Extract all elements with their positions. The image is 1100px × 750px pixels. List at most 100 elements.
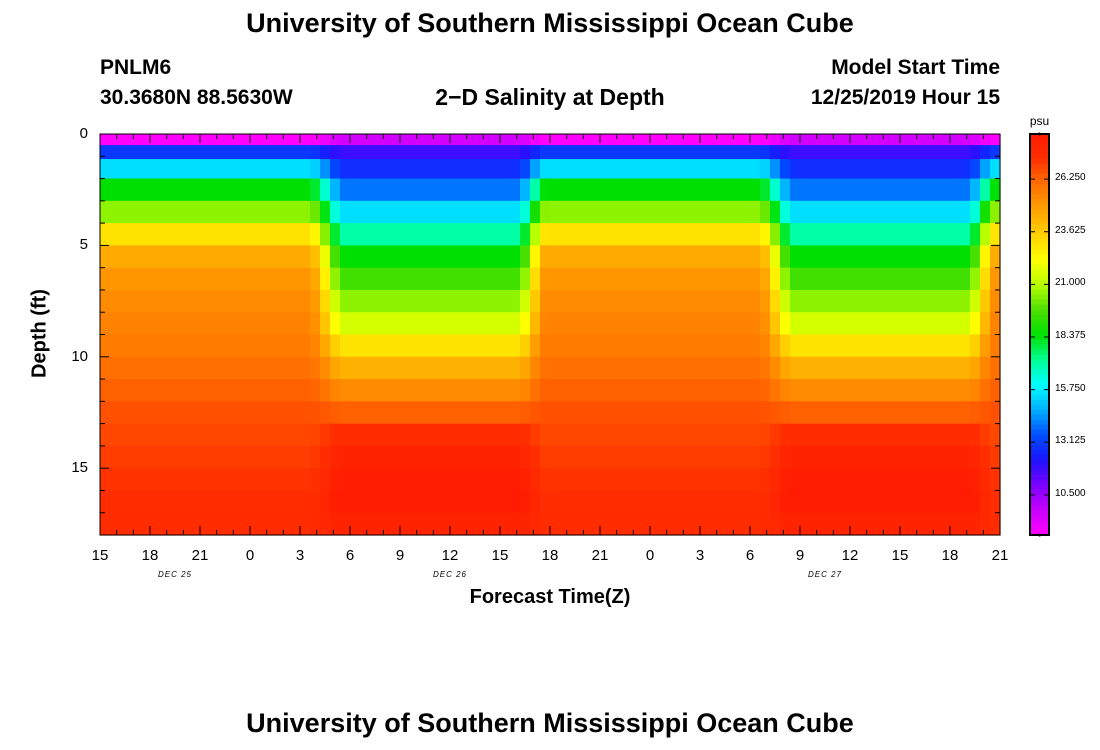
colorbar-cell — [1030, 199, 1049, 205]
heatmap-cell — [930, 145, 941, 160]
heatmap-cell — [830, 423, 841, 447]
heatmap-cell — [110, 334, 121, 358]
heatmap-cell — [720, 159, 731, 180]
heatmap-cell — [140, 223, 151, 246]
heatmap-cell — [890, 401, 901, 425]
heatmap-cell — [150, 490, 161, 514]
heatmap-cell — [210, 490, 221, 514]
heatmap-cell — [980, 159, 991, 180]
heatmap-cell — [320, 200, 331, 224]
heatmap-cell — [680, 423, 691, 447]
heatmap-cell — [230, 200, 241, 224]
heatmap-cell — [920, 445, 931, 469]
heatmap-cell — [540, 312, 551, 336]
heatmap-cell — [960, 223, 971, 246]
heatmap-cell — [560, 334, 571, 358]
heatmap-cell — [320, 379, 331, 402]
heatmap-cell — [900, 379, 911, 402]
heatmap-cell — [910, 468, 921, 492]
heatmap-cell — [810, 223, 821, 246]
heatmap-cell — [150, 200, 161, 224]
heatmap-cell — [410, 334, 421, 358]
heatmap-cell — [980, 312, 991, 336]
heatmap-cell — [550, 512, 561, 536]
heatmap-cell — [310, 468, 321, 492]
heatmap-cell — [840, 245, 851, 269]
heatmap-cell — [270, 223, 281, 246]
heatmap-cell — [550, 468, 561, 492]
heatmap-cell — [980, 200, 991, 224]
heatmap-cell — [240, 200, 251, 224]
heatmap-cell — [180, 356, 191, 380]
heatmap-cell — [370, 289, 381, 313]
heatmap-cell — [690, 379, 701, 402]
heatmap-cell — [610, 468, 621, 492]
heatmap-cell — [920, 468, 931, 492]
heatmap-cell — [900, 334, 911, 358]
colorbar-cell — [1030, 144, 1049, 150]
colorbar-tick-label: 21.000 — [1055, 277, 1086, 289]
heatmap-cell — [640, 223, 651, 246]
heatmap-cell — [440, 423, 451, 447]
heatmap-cell — [270, 267, 281, 291]
heatmap-cell — [640, 145, 651, 160]
heatmap-cell — [580, 223, 591, 246]
colorbar-cell — [1030, 339, 1049, 346]
heatmap-cell — [260, 200, 271, 224]
heatmap-cell — [500, 356, 511, 380]
heatmap-cell — [800, 200, 811, 224]
x-tick-label: 3 — [295, 547, 305, 564]
heatmap-cell — [840, 512, 851, 536]
heatmap-cell — [920, 334, 931, 358]
heatmap-cell — [130, 356, 141, 380]
heatmap-cell — [240, 356, 251, 380]
station-id: PNLM6 — [100, 56, 172, 79]
heatmap-cell — [750, 145, 761, 160]
heatmap-cell — [330, 312, 341, 336]
colorbar-cell — [1030, 369, 1049, 376]
heatmap-cell — [600, 200, 611, 224]
heatmap-cell — [670, 356, 681, 380]
heatmap-cell — [470, 289, 481, 313]
heatmap-cell — [250, 512, 261, 536]
heatmap-cell — [930, 401, 941, 425]
heatmap-cell — [910, 356, 921, 380]
heatmap-cell — [950, 159, 961, 180]
heatmap-cell — [210, 468, 221, 492]
heatmap-cell — [930, 334, 941, 358]
heatmap-cell — [460, 512, 471, 536]
colorbar-cell — [1030, 519, 1049, 526]
colorbar-cell — [1030, 254, 1049, 260]
heatmap-cell — [100, 468, 111, 492]
heatmap-cell — [760, 159, 771, 180]
heatmap-cell — [830, 134, 841, 146]
heatmap-cell — [570, 512, 581, 536]
heatmap-cell — [840, 223, 851, 246]
heatmap-cell — [280, 356, 291, 380]
heatmap-cell — [300, 134, 311, 146]
heatmap-cell — [230, 334, 241, 358]
heatmap-cell — [360, 200, 371, 224]
heatmap-cell — [900, 289, 911, 313]
heatmap-cell — [610, 267, 621, 291]
heatmap-cell — [430, 379, 441, 402]
heatmap-cell — [140, 468, 151, 492]
heatmap-cell — [150, 289, 161, 313]
heatmap-cell — [940, 445, 951, 469]
heatmap-cell — [480, 312, 491, 336]
heatmap-cell — [190, 334, 201, 358]
heatmap-cell — [420, 245, 431, 269]
heatmap-cell — [450, 134, 461, 146]
heatmap-cell — [270, 490, 281, 514]
heatmap-cell — [430, 312, 441, 336]
heatmap-cell — [650, 312, 661, 336]
heatmap-cell — [200, 334, 211, 358]
heatmap-cell — [130, 445, 141, 469]
heatmap-cell — [480, 423, 491, 447]
heatmap-cell — [100, 356, 111, 380]
heatmap-cell — [150, 134, 161, 146]
heatmap-cell — [420, 289, 431, 313]
heatmap-cell — [590, 468, 601, 492]
heatmap-cell — [290, 223, 301, 246]
heatmap-cell — [860, 468, 871, 492]
